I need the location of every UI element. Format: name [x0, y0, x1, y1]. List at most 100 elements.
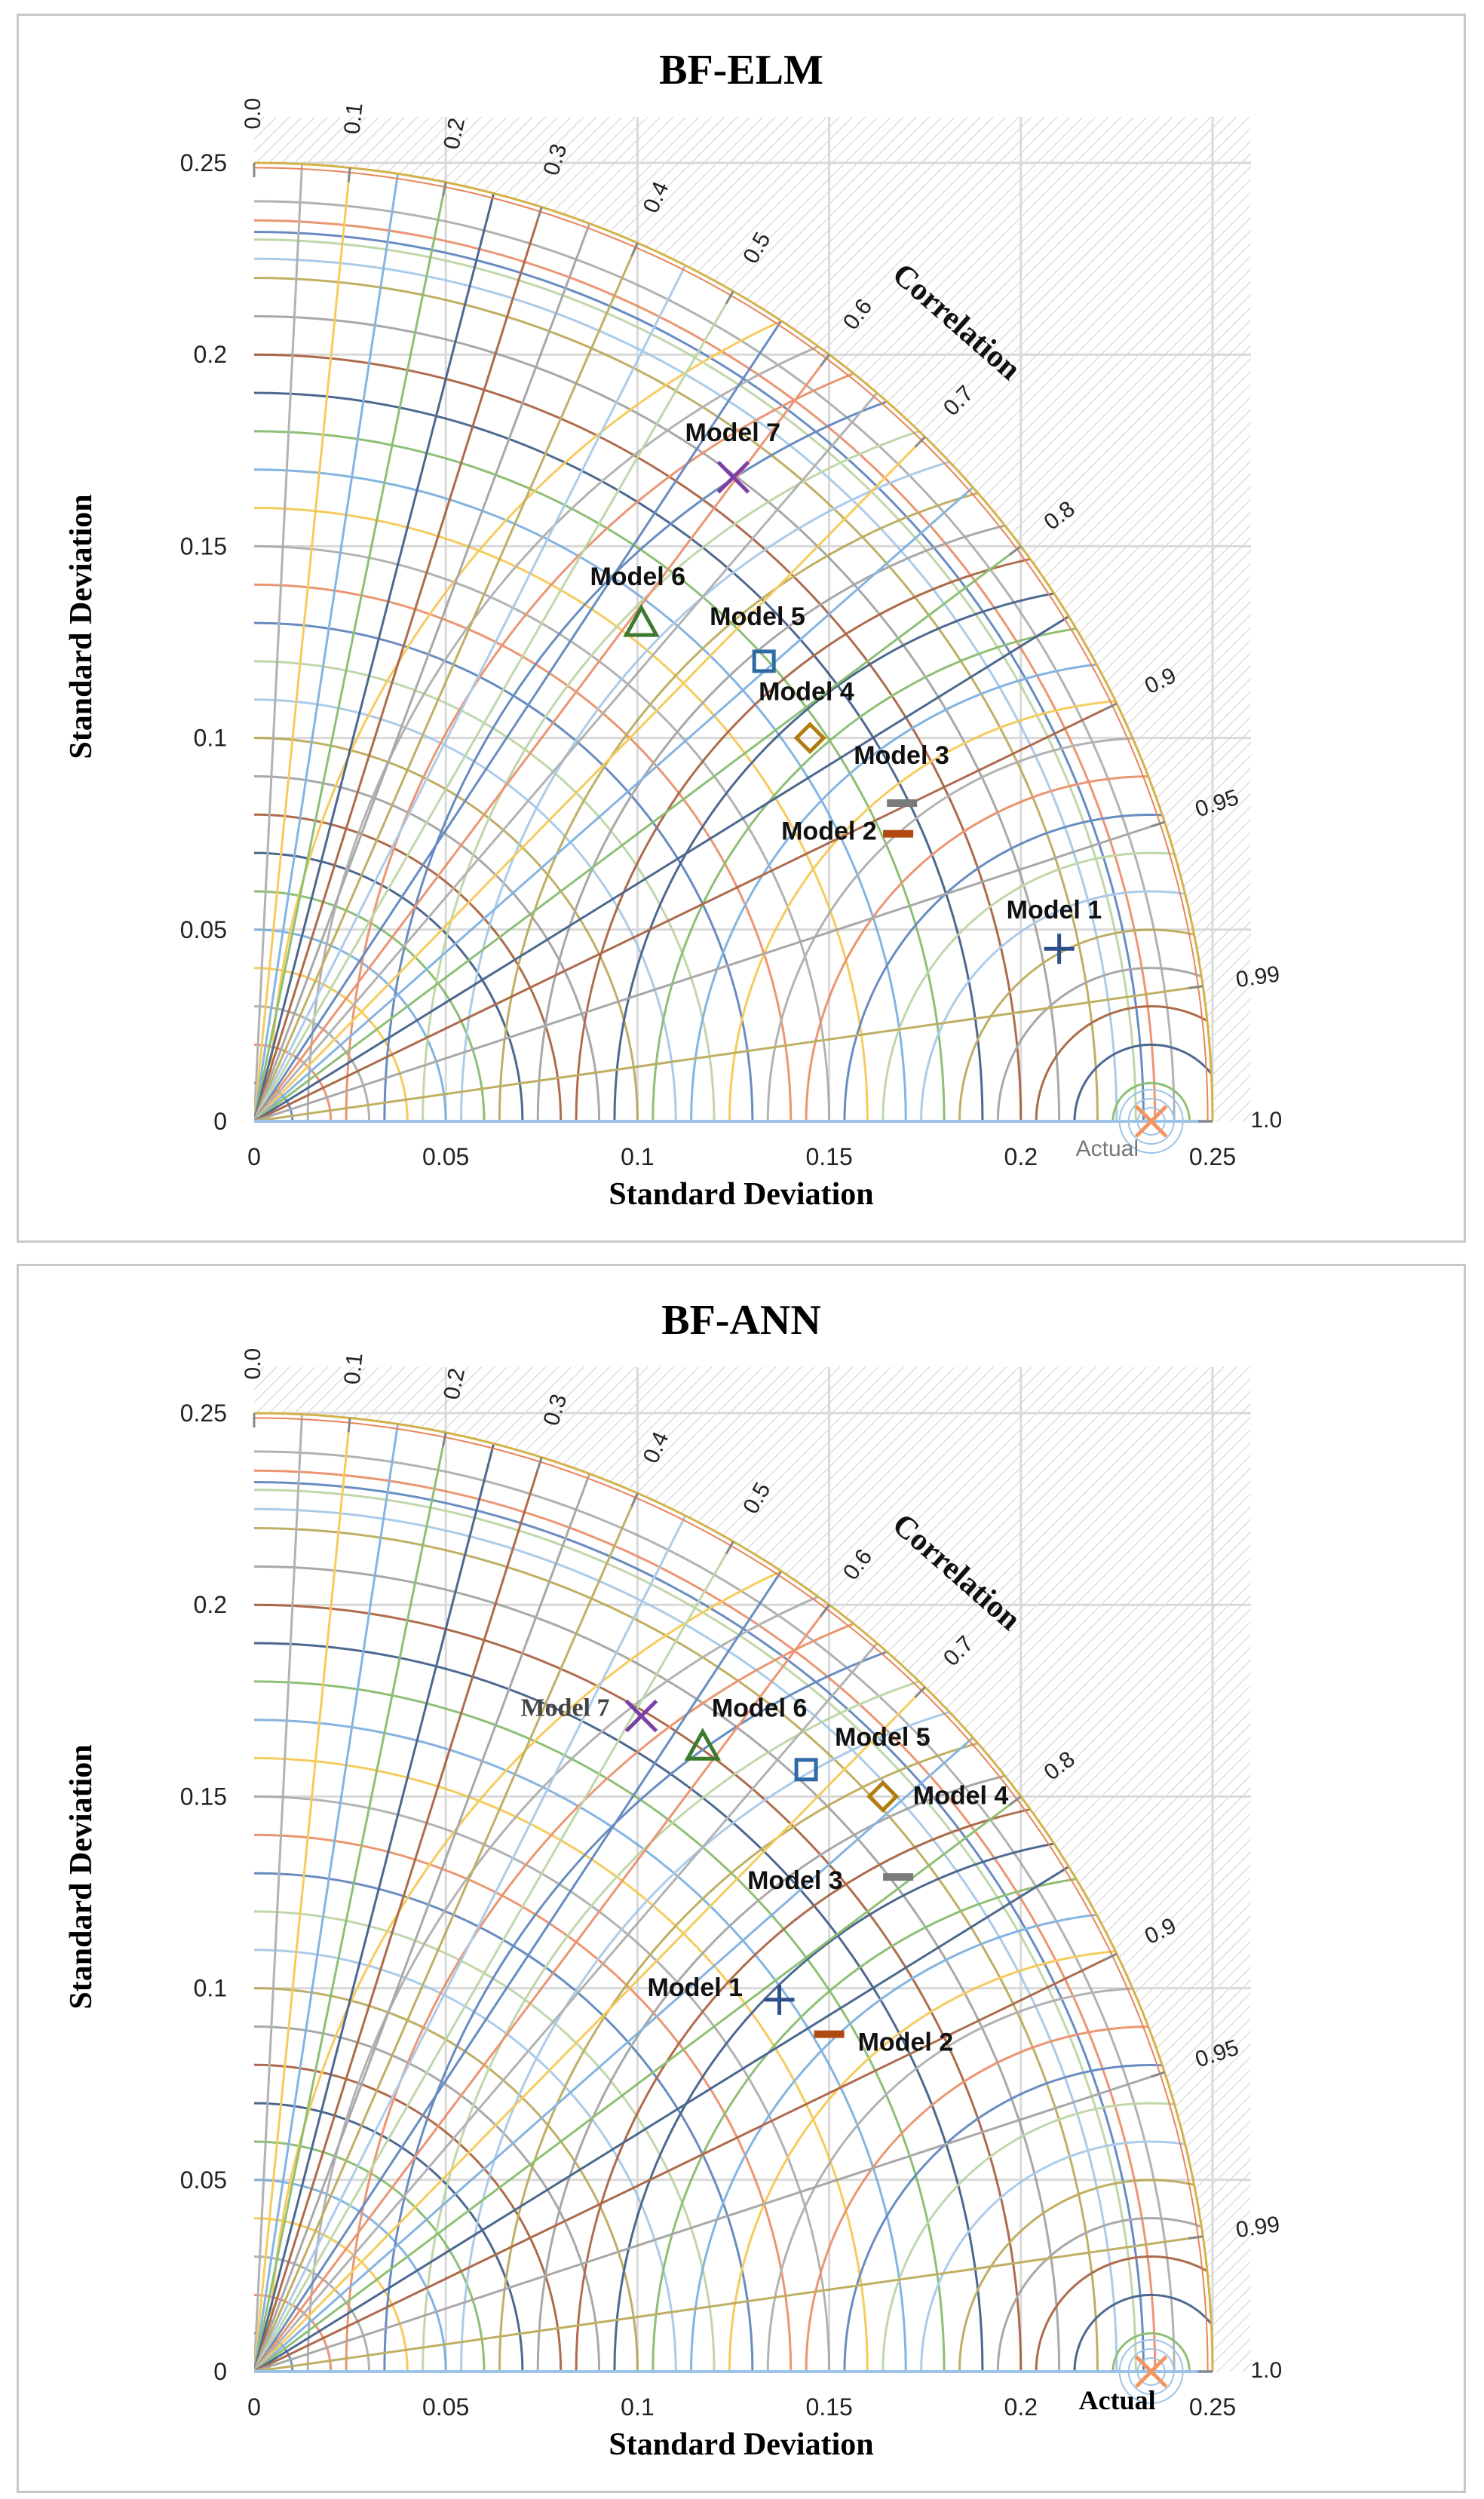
chart-title: BF-ANN: [661, 1297, 821, 1344]
reference-point: Actual: [1076, 1089, 1184, 1161]
reference-label: Actual: [1076, 1136, 1139, 1161]
sd-arc: [254, 1469, 1157, 2372]
quarter-disk: [254, 163, 1213, 1121]
correlation-tick-mark: [819, 1604, 830, 1617]
x-tick-label: 0.15: [805, 2393, 852, 2421]
outer-arc-inner: [253, 1417, 1209, 2372]
model-point-label: Model 4: [759, 678, 854, 707]
x-tick-label: 0.05: [422, 1143, 469, 1170]
sd-arc: [254, 1680, 946, 2372]
sd-arc: [254, 231, 1145, 1121]
model-point-label: Model 2: [781, 817, 877, 846]
sd-arc: [254, 1872, 754, 2372]
grid-lines: [254, 1366, 1251, 2372]
sd-arc: [254, 1833, 793, 2372]
x-tick-label: 0.15: [805, 1143, 852, 1170]
sd-arc: [254, 544, 831, 1121]
correlation-ray: [254, 1432, 447, 2372]
sd-arc: [254, 890, 486, 1121]
x-tick-label: 0.25: [1189, 2393, 1236, 2421]
x-axis-title: Standard Deviation: [609, 2427, 873, 2462]
y-tick-label: 0: [213, 1108, 227, 1135]
correlation-ray: [254, 1795, 1022, 2372]
sd-arc: [254, 1527, 1099, 2372]
model-point-label: Model 6: [590, 563, 685, 591]
sd-arc: [254, 314, 1061, 1121]
rmsd-arc: [882, 851, 1213, 1121]
rmsd-arc: [1035, 2255, 1213, 2372]
model-point: Model 4: [866, 1780, 1008, 1813]
correlation-tick-mark: [347, 1418, 351, 1433]
correlation-ray: [254, 182, 447, 1121]
rmsd-arc: [958, 928, 1213, 1121]
model-point: Model 1: [648, 1973, 795, 2015]
model-point: Model 4: [759, 678, 854, 755]
axis-ticks: 0 0.05 0.1 0.15 0.2 0.25 0 0.05 0.1 0.15 0.2 0.25: [180, 1400, 1236, 2421]
y-tick-label: 0.05: [180, 916, 227, 943]
correlation-tick-label: 0.2: [439, 116, 470, 152]
correlation-ray: [254, 820, 1165, 1121]
y-tick-label: 0.2: [194, 1591, 227, 1618]
correlation-tick-mark: [441, 182, 447, 197]
correlation-ray: [254, 985, 1203, 1121]
dash-marker: [814, 2030, 845, 2038]
model-point: Model 6: [684, 1694, 808, 1761]
sd-arc: [254, 2063, 563, 2372]
model-point: Model 2: [781, 817, 914, 846]
correlation-ray: [254, 1952, 1118, 2372]
reference-marker-stroke: [1134, 1105, 1168, 1138]
sd-arc: [254, 353, 1023, 1121]
correlation-ray: [254, 1443, 495, 2372]
reference-marker-stroke: [1134, 2355, 1168, 2388]
sd-arc: [254, 1481, 1145, 2372]
x-marker: [624, 1699, 658, 1733]
correlation-ray: [254, 702, 1118, 1121]
correlation-tick-mark: [441, 1432, 447, 1447]
model-point-label: Model 6: [712, 1694, 808, 1722]
correlation-ray: [254, 290, 734, 1121]
sd-arc: [254, 967, 409, 1121]
correlation-tick-mark: [347, 167, 351, 182]
square-marker: [752, 649, 776, 673]
y-tick-label: 0: [213, 2358, 227, 2385]
sd-arc: [254, 851, 524, 1121]
y-tick-label: 0.25: [180, 149, 227, 176]
dash-marker: [883, 829, 914, 838]
rmsd-arc: [1111, 2332, 1191, 2372]
correlation-tick-mark: [536, 207, 543, 222]
y-tick-label: 0.15: [180, 1783, 227, 1810]
quarter-disk: [254, 1413, 1213, 2372]
correlation-tick-label: 0.0: [241, 98, 265, 130]
correlation-ray: [254, 222, 591, 1121]
correlation-ray: [254, 354, 830, 1121]
y-axis-title: Standard Deviation: [64, 1744, 99, 2009]
correlation-ray: [254, 320, 783, 1121]
sd-arc: [254, 1565, 1061, 2372]
model-point-label: Model 3: [747, 1866, 843, 1895]
correlation-ray: [254, 2235, 1203, 2372]
model-point-label: Model 7: [520, 1694, 609, 1722]
correlation-ray: [254, 242, 639, 1121]
correlation-ray: [254, 1541, 734, 2372]
correlation-tick-mark: [1008, 545, 1022, 557]
model-point: Model 6: [590, 563, 685, 637]
y-tick-label: 0.05: [180, 2166, 227, 2194]
correlation-ray: [254, 1686, 926, 2372]
correlation-ray: [254, 1515, 687, 2372]
x-tick-label: 0.2: [1004, 2393, 1038, 2421]
x-tick-label: 0: [247, 2393, 261, 2421]
reference-point: Actual: [1079, 2339, 1184, 2415]
chart-panel-bf-elm: 0.0 0.1 0.2 0.3 0.4 0.5 0.6 0.7 0.8 0.9 0.95 0.99 1.…: [17, 14, 1466, 1243]
taylor-diagram-bf-elm: 0.0 0.1 0.20.30.40.50.60.70.80.90.950.991.…: [64, 47, 1282, 1212]
model-point-label: Model 5: [710, 603, 805, 631]
sd-arc: [254, 1507, 1118, 2372]
rmsd-arc: [996, 967, 1213, 1121]
correlation-ray: [254, 545, 1022, 1121]
dash-marker: [883, 1873, 914, 1881]
rmsd-arc: [843, 2063, 1213, 2372]
sd-arc: [254, 813, 563, 1121]
correlation-ray: [254, 173, 400, 1121]
y-tick-label: 0.15: [180, 532, 227, 560]
y-axis-title: Standard Deviation: [64, 494, 99, 759]
correlation-ray: [254, 167, 351, 1121]
